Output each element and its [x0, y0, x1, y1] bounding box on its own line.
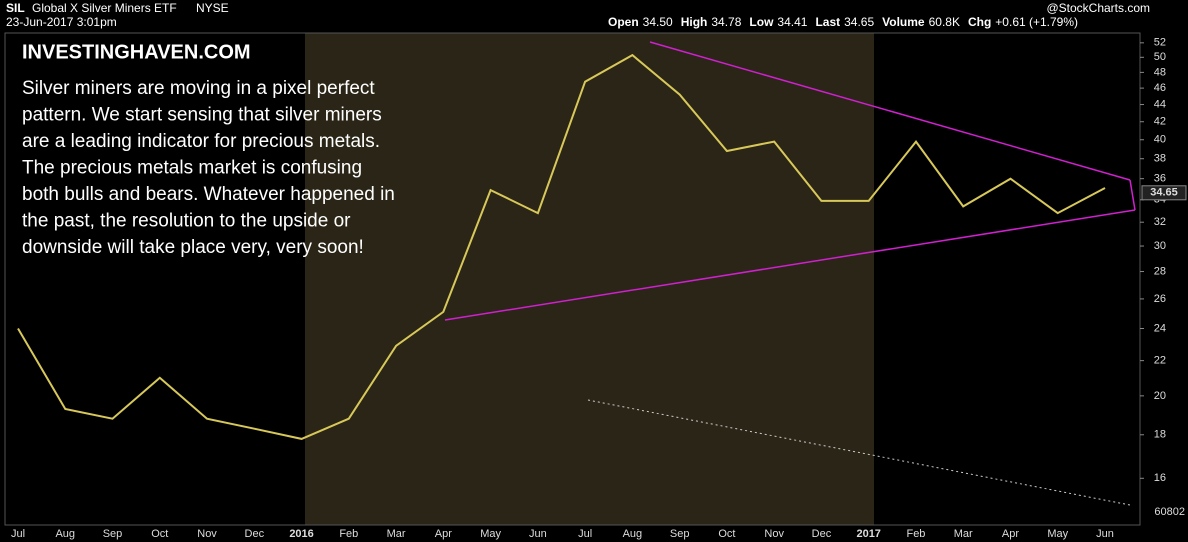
x-tick-label: Dec	[812, 528, 832, 540]
x-tick-label: Nov	[764, 528, 784, 540]
x-tick-label: Oct	[718, 528, 735, 540]
y-tick-label: 22	[1154, 355, 1166, 367]
y-tick-label: 50	[1154, 51, 1166, 63]
last-price-box	[1141, 185, 1187, 201]
x-tick-label: Jun	[529, 528, 547, 540]
price-line	[17, 53, 1106, 440]
trendline	[1129, 179, 1136, 211]
x-tick-label: Aug	[623, 528, 643, 540]
y-tick-label: 38	[1154, 153, 1166, 165]
y-tick-label: 36	[1154, 173, 1166, 185]
y-tick-label: 42	[1154, 116, 1166, 128]
annotation-line: pattern. We start sensing that silver mi…	[22, 105, 382, 126]
quote-name: Volume	[882, 15, 925, 29]
annotation-line: The precious metals market is confusing	[22, 158, 362, 179]
x-tick-label: Apr	[435, 528, 452, 540]
quote-value: 34.65	[844, 15, 874, 29]
quote-name: Chg	[968, 15, 991, 29]
y-tick-label: 40	[1154, 134, 1166, 146]
quote-value: 34.50	[643, 15, 673, 29]
quote-value: 60.8K	[929, 15, 960, 29]
annotation-line: both bulls and bears. Whatever happened …	[22, 184, 395, 205]
x-tick-label: Jul	[11, 528, 25, 540]
quote-name: Low	[749, 15, 774, 29]
quote-value: 34.41	[777, 15, 807, 29]
x-tick-label: May	[1047, 528, 1068, 540]
quote: Open 34.50 High 34.78 Low 34.41 Last 34.65 Volum…	[608, 15, 1078, 29]
annotation-line: are a leading indicator for precious met…	[22, 131, 380, 152]
x-tick-label: 2017	[856, 528, 880, 540]
x-tick-label: Feb	[906, 528, 925, 540]
x-tick-label: Jun	[1096, 528, 1114, 540]
plot-frame	[4, 32, 1141, 526]
x-tick-label: Jul	[578, 528, 592, 540]
y-tick-label: 52	[1154, 37, 1166, 49]
x-tick-label: May	[480, 528, 501, 540]
quote-name: Open	[608, 15, 639, 29]
volume-trendline	[587, 399, 1131, 506]
y-tick-label: 46	[1154, 82, 1166, 94]
y-tick-label: 44	[1154, 98, 1166, 110]
last-price-label: 34.65	[1150, 187, 1178, 199]
quote-name: High	[681, 15, 708, 29]
y-tick-label: 28	[1154, 265, 1166, 277]
x-tick-label: Mar	[954, 528, 973, 540]
y-tick-label: 48	[1154, 66, 1166, 78]
y-tick-label: 20	[1154, 390, 1166, 402]
x-tick-label: Sep	[670, 528, 690, 540]
y-tick-label: 26	[1154, 293, 1166, 305]
symbol: SIL	[6, 1, 25, 15]
x-tick-label: Nov	[197, 528, 217, 540]
date: 23-Jun-2017 3:01pm	[6, 15, 117, 29]
y-tick-label: 24	[1154, 322, 1166, 334]
x-tick-label: Aug	[55, 528, 75, 540]
y-tick-label: 16	[1154, 472, 1166, 484]
x-tick-label: Sep	[103, 528, 123, 540]
annotation-title: INVESTINGHAVEN.COM	[22, 41, 251, 63]
exchange: NYSE	[196, 1, 229, 15]
volume-label: 60802	[1154, 506, 1185, 518]
y-tick-label: 18	[1154, 429, 1166, 441]
source: @StockCharts.com	[1046, 1, 1150, 15]
quote-value: 34.78	[711, 15, 741, 29]
x-tick-label: Mar	[387, 528, 406, 540]
annotation: Silver miners are moving in a pixel perf…	[22, 78, 395, 258]
quote-name: Last	[815, 15, 840, 29]
y-tick-label: 30	[1154, 240, 1166, 252]
x-tick-label: Feb	[339, 528, 358, 540]
annotation-line: Silver miners are moving in a pixel perf…	[22, 78, 375, 99]
x-tick-label: Apr	[1002, 528, 1019, 540]
quote-value: +0.61 (+1.79%)	[995, 15, 1078, 29]
y-tick-label: 32	[1154, 216, 1166, 228]
shade-2016	[305, 33, 874, 525]
x-tick-label: 2016	[289, 528, 313, 540]
annotation-line: the past, the resolution to the upside o…	[22, 211, 351, 232]
title: Global X Silver Miners ETF	[32, 1, 177, 15]
trendline	[649, 41, 1131, 181]
trendline	[444, 209, 1136, 321]
annotation-line: downside will take place very, very soon…	[22, 237, 364, 258]
x-tick-label: Oct	[151, 528, 168, 540]
x-tick-label: Dec	[245, 528, 265, 540]
